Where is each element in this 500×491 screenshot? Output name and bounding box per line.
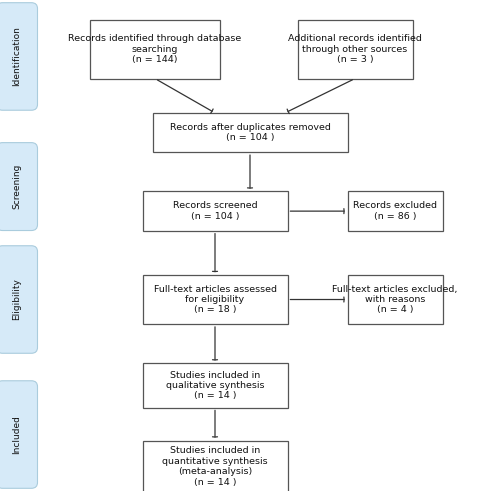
- Text: Included: Included: [12, 415, 22, 454]
- Text: Full-text articles excluded,
with reasons
(n = 4 ): Full-text articles excluded, with reason…: [332, 285, 458, 314]
- FancyBboxPatch shape: [142, 441, 288, 491]
- Text: Identification: Identification: [12, 27, 22, 86]
- Text: Records excluded
(n = 86 ): Records excluded (n = 86 ): [353, 201, 437, 221]
- Text: Studies included in
qualitative synthesis
(n = 14 ): Studies included in qualitative synthesi…: [166, 371, 264, 400]
- Text: Full-text articles assessed
for eligibility
(n = 18 ): Full-text articles assessed for eligibil…: [154, 285, 276, 314]
- FancyBboxPatch shape: [142, 363, 288, 408]
- FancyBboxPatch shape: [152, 113, 348, 152]
- Text: Screening: Screening: [12, 164, 22, 209]
- Text: Records identified through database
searching
(n = 144): Records identified through database sear…: [68, 34, 242, 64]
- FancyBboxPatch shape: [142, 275, 288, 324]
- FancyBboxPatch shape: [90, 20, 220, 79]
- Text: Records screened
(n = 104 ): Records screened (n = 104 ): [172, 201, 258, 221]
- FancyBboxPatch shape: [298, 20, 412, 79]
- Text: Studies included in
quantitative synthesis
(meta-analysis)
(n = 14 ): Studies included in quantitative synthes…: [162, 446, 268, 487]
- FancyBboxPatch shape: [348, 191, 442, 231]
- FancyBboxPatch shape: [142, 191, 288, 231]
- Text: Additional records identified
through other sources
(n = 3 ): Additional records identified through ot…: [288, 34, 422, 64]
- FancyBboxPatch shape: [0, 3, 38, 110]
- FancyBboxPatch shape: [0, 381, 38, 488]
- Text: Records after duplicates removed
(n = 104 ): Records after duplicates removed (n = 10…: [170, 123, 330, 142]
- FancyBboxPatch shape: [0, 142, 38, 231]
- FancyBboxPatch shape: [348, 275, 442, 324]
- Text: Eligibility: Eligibility: [12, 278, 22, 321]
- FancyBboxPatch shape: [0, 246, 38, 354]
